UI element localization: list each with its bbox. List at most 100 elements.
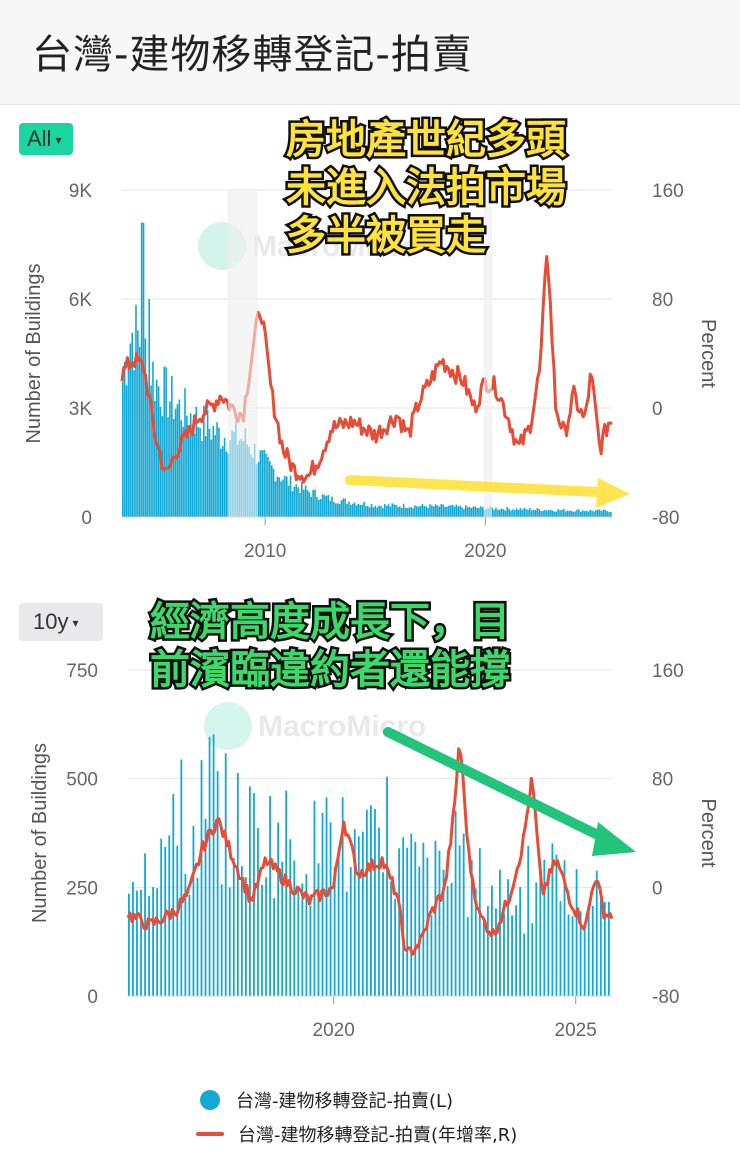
bar [438, 850, 441, 996]
annotation-top-line-1: 房地產世紀多頭 [284, 115, 569, 166]
bar [493, 509, 495, 517]
bar [572, 511, 575, 517]
bar [293, 486, 296, 517]
bar [203, 405, 205, 517]
bar [291, 491, 294, 517]
y-right-tick-label: 0 [652, 878, 663, 899]
bar [361, 504, 363, 517]
bar [197, 426, 199, 517]
bar [329, 500, 331, 517]
bar [383, 504, 386, 517]
bar [220, 884, 223, 996]
bar [427, 508, 429, 517]
bar [472, 506, 475, 517]
legend-item-line[interactable]: 台灣-建物移轉登記-拍賣(年增率,R) [196, 1117, 517, 1151]
bar [438, 506, 441, 517]
bar [508, 508, 510, 517]
bar [515, 508, 518, 517]
bar [551, 843, 554, 996]
bar [391, 503, 394, 517]
annotation-bottom: 經濟高度成長下，目 前濱臨違約者還能撐 [148, 597, 513, 696]
bar [365, 809, 368, 996]
watermark-text: MacroMicro [252, 230, 420, 263]
bar [353, 829, 356, 996]
bar [154, 400, 156, 517]
bar [421, 504, 424, 517]
bar [382, 508, 384, 517]
y-right-tick-label: -80 [652, 987, 679, 1008]
bar [163, 366, 166, 517]
bar [385, 505, 388, 517]
caret-down-icon: ▾ [55, 133, 62, 148]
bar [382, 872, 384, 996]
bar [192, 825, 195, 996]
bar [232, 857, 235, 996]
bar [386, 776, 388, 996]
range-all-button[interactable]: All ▾ [19, 123, 73, 155]
bar [534, 509, 537, 517]
y-right-tick-label: 80 [652, 290, 673, 311]
x-tick-label: 2025 [555, 1020, 597, 1041]
bar [370, 805, 372, 996]
bar [559, 510, 561, 517]
bar [299, 492, 301, 517]
bar [527, 845, 530, 996]
bar [553, 511, 556, 517]
bar [188, 894, 191, 996]
bar [416, 506, 418, 517]
y-right-axis-label: Percent [697, 319, 719, 388]
bar [329, 822, 332, 996]
bar [342, 498, 345, 517]
bar [182, 426, 184, 517]
bar [199, 428, 201, 517]
bar [481, 507, 484, 517]
y-left-tick-label: 500 [66, 770, 98, 791]
bar [285, 790, 288, 996]
bar [557, 509, 559, 517]
bar [333, 502, 335, 517]
annotation-bottom-line-2: 前濱臨違約者還能撐 [148, 645, 513, 696]
bar [361, 831, 364, 996]
bar [208, 428, 211, 517]
bar [491, 507, 493, 517]
bar [461, 507, 463, 517]
bar [607, 902, 610, 996]
bar [434, 504, 437, 517]
bar [206, 410, 209, 517]
bar [123, 361, 126, 517]
bar [132, 881, 134, 996]
bar [359, 504, 362, 517]
bar [399, 506, 401, 517]
range-10y-button[interactable]: 10y ▾ [19, 603, 103, 641]
bar [432, 506, 435, 517]
legend-item-bars[interactable]: 台灣-建物移轉登記-拍賣(L) [196, 1083, 517, 1117]
y-left-tick-label: 3K [69, 399, 93, 420]
bar [398, 848, 401, 996]
bar [365, 506, 367, 517]
bar [220, 448, 222, 517]
bar [289, 839, 292, 996]
bar [257, 828, 259, 996]
bar [576, 509, 578, 517]
bar [600, 511, 603, 517]
bar [495, 908, 497, 996]
bar [338, 504, 341, 517]
bar [394, 898, 397, 996]
bar [591, 905, 594, 996]
bar [571, 916, 574, 996]
bar [585, 510, 588, 517]
yellow-arrow-shaft [345, 475, 603, 497]
bar [497, 509, 499, 517]
bar [327, 494, 330, 517]
bar [555, 854, 558, 996]
bar [512, 509, 514, 517]
bar [539, 863, 542, 996]
green-arrow-shaft [383, 727, 613, 845]
bar [261, 884, 263, 996]
bar [547, 510, 550, 517]
bar [212, 734, 215, 996]
bar [474, 506, 477, 517]
bar [595, 510, 597, 517]
bar [148, 895, 150, 996]
bar [414, 505, 416, 517]
